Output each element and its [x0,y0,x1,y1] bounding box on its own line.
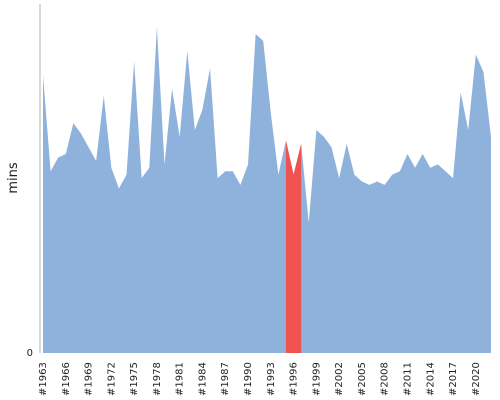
x-tick-label: #1963 [38,362,49,396]
x-ticks: #1963 #1966 #1969 #1972 #1975 #1978 #1981 #1984… [38,362,482,396]
x-tick-label: #2008 [380,362,391,396]
x-tick-label: #2020 [471,362,482,396]
x-tick-label: #2005 [357,362,368,396]
x-tick-label: #1966 [61,362,72,396]
x-tick-label: #1972 [106,362,117,396]
y-tick-label: 0 [27,348,33,359]
x-tick-label: #2014 [425,362,436,396]
x-tick-label: #1996 [289,362,300,396]
x-tick-label: #1975 [129,362,140,396]
highlighted-area-segment [285,140,302,353]
x-tick-label: #1981 [175,362,186,396]
area-series [43,27,491,354]
plot-area [43,27,491,354]
x-tick-label: #2011 [402,362,413,396]
x-tick-label: #1984 [197,362,208,396]
x-tick-label: #1990 [243,362,254,396]
y-ticks: 0 [27,348,33,359]
x-tick-label: #2017 [448,362,459,396]
y-axis-label: mins [6,162,21,194]
x-tick-label: #1969 [84,362,95,396]
x-tick-label: #2002 [334,362,345,396]
x-tick-label: #1978 [152,362,163,396]
x-tick-label: #1993 [266,362,277,396]
x-tick-label: #1999 [311,362,322,396]
x-tick-label: #1987 [220,362,231,396]
